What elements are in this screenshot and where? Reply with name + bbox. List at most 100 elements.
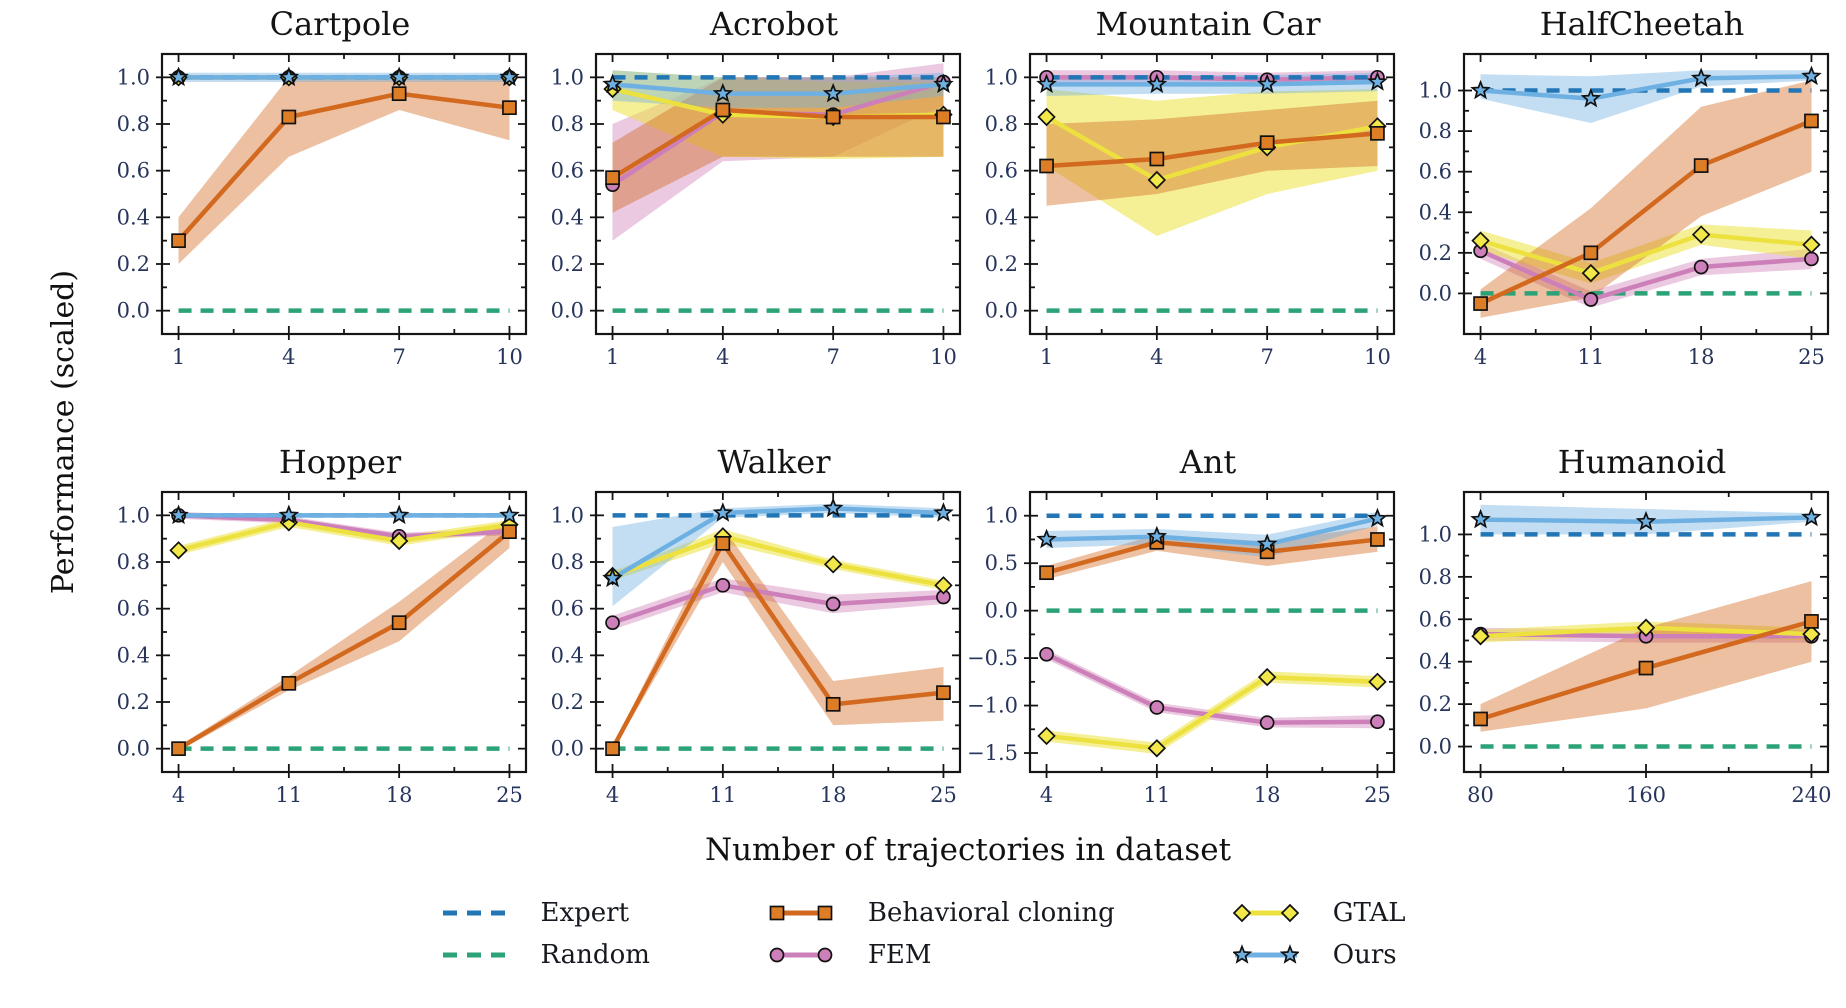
subplot-acrobot-canvas: 1 4 7 10 0.0 0.2 0.4 0.6 0.8 1.0 [551,52,962,369]
subplot-title: HalfCheetah [1539,5,1745,43]
svg-text:18: 18 [1688,345,1715,369]
svg-text:−0.5: −0.5 [968,646,1018,670]
svg-text:0.2: 0.2 [1419,692,1452,716]
svg-text:11: 11 [1143,783,1170,807]
svg-text:0.4: 0.4 [1419,200,1452,224]
expert-dashed-line-icon [442,910,505,916]
svg-text:0.0: 0.0 [117,737,150,761]
subplot-cartpole: Cartpole 1 4 7 10 0.0 0.2 0.4 0.6 0.8 1.0 [100,4,534,392]
svg-text:0.2: 0.2 [985,252,1018,276]
svg-text:1: 1 [172,345,185,369]
subplot-title: Acrobot [709,5,839,43]
svg-text:1.0: 1.0 [117,65,150,89]
svg-text:10: 10 [1364,345,1391,369]
svg-text:11: 11 [1577,345,1604,369]
svg-text:4: 4 [282,345,295,369]
subplot-title: Ant [1179,443,1237,481]
svg-text:4: 4 [172,783,185,807]
legend-item-random: Random [441,940,650,970]
legend-item-gtal: GTAL [1232,898,1406,928]
svg-text:0.2: 0.2 [117,252,150,276]
svg-text:11: 11 [275,783,302,807]
svg-text:0.5: 0.5 [985,551,1018,575]
svg-text:0.4: 0.4 [551,205,584,229]
svg-text:1.0: 1.0 [551,65,584,89]
svg-text:0.0: 0.0 [551,737,584,761]
subplot-humanoid-canvas: 80 160 240 0.0 0.2 0.4 0.6 0.8 1.0 [1419,490,1832,807]
svg-text:25: 25 [496,783,523,807]
legend-column-2: Behavioral cloning FEM [768,898,1115,970]
svg-text:25: 25 [930,783,957,807]
svg-text:25: 25 [1798,345,1825,369]
subplot-cartpole-canvas: 1 4 7 10 0.0 0.2 0.4 0.6 0.8 1.0 [117,52,528,369]
subplot-ant-canvas: 4 11 18 25 1.0 0.5 0.0 −0.5 −1.0 −1.5 [968,490,1396,807]
svg-text:0.2: 0.2 [117,690,150,714]
svg-text:0.6: 0.6 [985,159,1018,183]
subplot-grid: Cartpole 1 4 7 10 0.0 0.2 0.4 0.6 0.8 1.0 Acrobot… [100,4,1836,830]
svg-text:0.4: 0.4 [1419,650,1452,674]
star-marker-line-icon [1232,944,1299,964]
legend-item-behavioral-cloning: Behavioral cloning [768,898,1115,928]
x-axis-label: Number of trajectories in dataset [704,832,1232,868]
svg-text:0.8: 0.8 [551,112,584,136]
svg-text:1.0: 1.0 [985,65,1018,89]
svg-text:0.8: 0.8 [1419,119,1452,143]
svg-text:1.0: 1.0 [1419,79,1452,103]
svg-text:0.8: 0.8 [551,550,584,574]
legend: Expert Random Behavioral cloning FEM GTA… [0,898,1846,970]
legend-label: FEM [867,940,932,970]
svg-text:25: 25 [1364,783,1391,807]
svg-text:4: 4 [1474,345,1487,369]
svg-text:4: 4 [606,783,619,807]
svg-text:1: 1 [1040,345,1053,369]
svg-text:1.0: 1.0 [985,504,1018,528]
svg-text:0.6: 0.6 [1419,160,1452,184]
svg-text:7: 7 [392,345,405,369]
y-axis-label: Performance (scaled) [46,269,81,595]
subplot-hopper: Hopper 4 11 18 25 0.0 0.2 0.4 0.6 0.8 1.0 [100,442,534,830]
svg-text:−1.0: −1.0 [968,694,1018,718]
svg-text:0.8: 0.8 [985,112,1018,136]
subplot-title: Humanoid [1557,443,1727,481]
svg-text:7: 7 [826,345,839,369]
svg-text:18: 18 [386,783,413,807]
subplot-hopper-canvas: 4 11 18 25 0.0 0.2 0.4 0.6 0.8 1.0 [117,490,528,807]
subplot-title: Mountain Car [1095,5,1321,43]
svg-text:0.2: 0.2 [1419,241,1452,265]
subplot-mountain-car: Mountain Car 1 4 7 10 0.0 0.2 0.4 0.6 0.8 1.0 [968,4,1402,392]
legend-label: Random [540,940,650,970]
subplot-ant: Ant 4 11 18 25 1.0 0.5 0.0 −0.5 −1.0 −1.5 [968,442,1402,830]
svg-text:4: 4 [716,345,729,369]
svg-text:0.6: 0.6 [117,597,150,621]
svg-text:0.0: 0.0 [117,299,150,323]
legend-column-1: Expert Random [441,898,650,970]
svg-text:160: 160 [1626,783,1666,807]
svg-text:1.0: 1.0 [117,503,150,527]
svg-text:0.6: 0.6 [551,597,584,621]
svg-text:4: 4 [1040,783,1053,807]
svg-text:10: 10 [930,345,957,369]
svg-text:0.8: 0.8 [117,112,150,136]
svg-text:10: 10 [496,345,523,369]
square-marker-line-icon [769,905,833,921]
legend-label: Ours [1332,940,1397,970]
svg-text:0.8: 0.8 [117,550,150,574]
svg-text:0.0: 0.0 [985,299,1018,323]
circle-marker-line-icon [769,947,833,963]
diamond-marker-line-icon [1232,903,1299,923]
legend-label: GTAL [1332,898,1406,928]
svg-text:7: 7 [1260,345,1273,369]
svg-text:0.4: 0.4 [117,643,150,667]
subplot-title: Walker [717,443,831,481]
svg-text:18: 18 [820,783,847,807]
subplot-humanoid: Humanoid 80 160 240 0.0 0.2 0.4 0.6 0.8 1.0 [1402,442,1836,830]
svg-text:0.2: 0.2 [551,690,584,714]
svg-text:1.0: 1.0 [1419,522,1452,546]
svg-text:1.0: 1.0 [551,503,584,527]
svg-text:0.0: 0.0 [1419,735,1452,759]
subplot-walker-canvas: 4 11 18 25 0.0 0.2 0.4 0.6 0.8 1.0 [551,490,962,807]
legend-label: Behavioral cloning [867,898,1115,928]
legend-label: Expert [540,898,630,928]
svg-text:0.4: 0.4 [117,205,150,229]
